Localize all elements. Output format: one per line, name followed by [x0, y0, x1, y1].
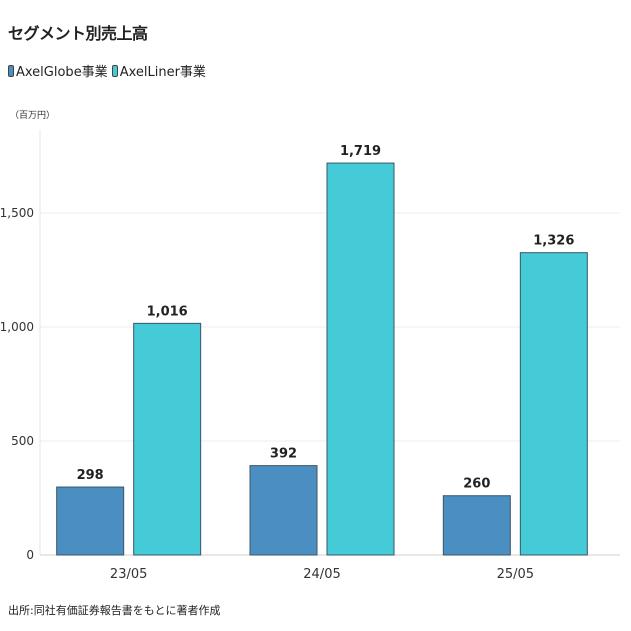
data-label-axelglobe-25-05: 260 [463, 477, 490, 492]
x-tick-label-24-05: 24/05 [303, 567, 340, 582]
legend-swatch-axelliner [111, 64, 118, 77]
legend-swatch-axelglobe [8, 64, 14, 77]
data-label-axelliner-23-05: 1,016 [147, 304, 188, 319]
legend-item-axelliner: AxelLiner事業 [111, 61, 206, 80]
y-tick-label-500: 500 [11, 434, 34, 448]
data-label-axelglobe-24-05: 392 [270, 447, 297, 462]
bar-axelglobe-25-05 [442, 495, 511, 556]
bar-axelliner-25-05 [519, 252, 588, 556]
x-tick-label-25-05: 25/05 [497, 567, 534, 582]
bar-axelglobe-24-05 [249, 465, 318, 556]
chart-title: セグメント別売上高 [8, 24, 148, 43]
bar-axelliner-23-05 [133, 322, 202, 556]
x-tick-label-23-05: 23/05 [110, 567, 147, 582]
y-tick-label-1000: 1,000 [0, 320, 34, 334]
data-label-axelglobe-23-05: 298 [77, 468, 104, 483]
y-axis-unit-label: （百万円） [10, 111, 56, 121]
y-tick-label-0: 0 [26, 548, 34, 562]
legend-label-axelglobe: AxelGlobe事業 [16, 65, 108, 80]
bar-axelglobe-23-05 [56, 486, 125, 556]
source-note: 出所:同社有価証券報告書をもとに著者作成 [8, 604, 221, 617]
data-label-axelliner-24-05: 1,719 [340, 144, 381, 159]
legend-item-axelglobe: AxelGlobe事業 [8, 61, 108, 80]
legend-label-axelliner: AxelLiner事業 [119, 65, 206, 80]
bar-axelliner-24-05 [326, 162, 395, 556]
y-tick-label-1500: 1,500 [0, 206, 34, 220]
chart-legend: AxelGlobe事業 AxelLiner事業 [8, 61, 210, 80]
data-label-axelliner-25-05: 1,326 [533, 234, 574, 249]
